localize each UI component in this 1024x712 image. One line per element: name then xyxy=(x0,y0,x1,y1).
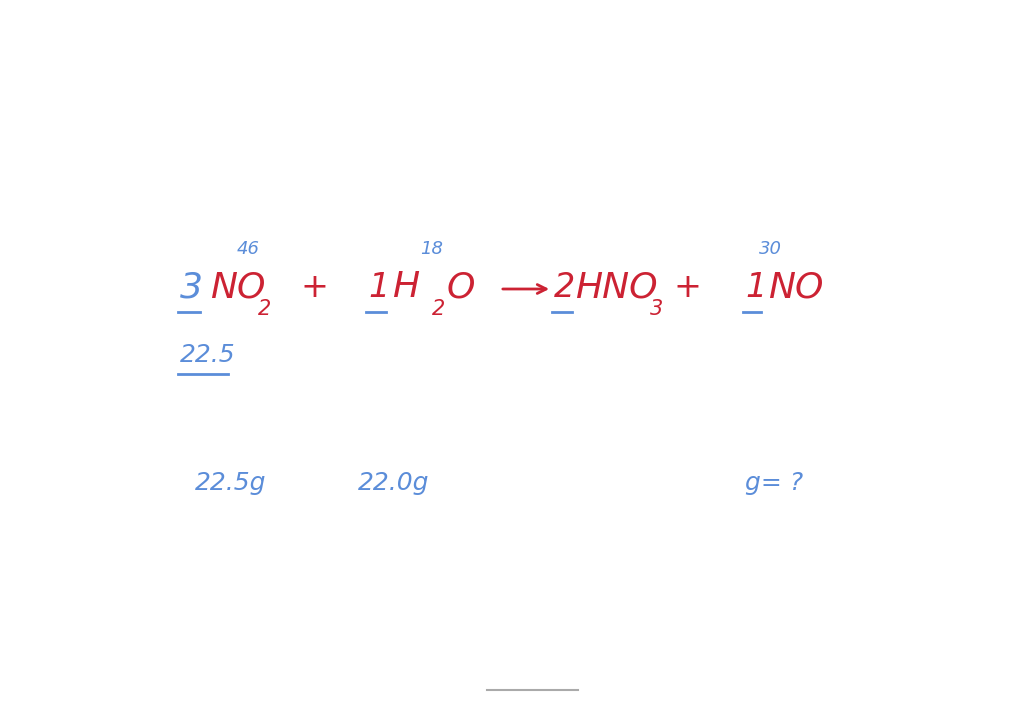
Text: 2: 2 xyxy=(258,299,271,319)
Text: 2: 2 xyxy=(432,299,445,319)
Text: 46: 46 xyxy=(237,240,259,258)
Text: 1: 1 xyxy=(368,271,389,304)
Text: H: H xyxy=(392,270,419,304)
Text: 18: 18 xyxy=(421,240,443,258)
Text: 22.5: 22.5 xyxy=(180,343,236,367)
Text: O: O xyxy=(447,270,475,304)
Text: 1: 1 xyxy=(745,271,766,304)
Text: HNO: HNO xyxy=(575,270,657,304)
Text: +: + xyxy=(673,271,701,304)
Text: 22.0g: 22.0g xyxy=(358,471,429,495)
Text: NO: NO xyxy=(210,270,265,304)
Text: 30: 30 xyxy=(759,240,781,258)
Text: g= ?: g= ? xyxy=(745,471,803,495)
Text: NO: NO xyxy=(768,270,823,304)
Text: +: + xyxy=(300,271,328,304)
Text: 3: 3 xyxy=(180,270,203,304)
Text: 3: 3 xyxy=(650,299,664,319)
Text: 22.5g: 22.5g xyxy=(195,471,266,495)
Text: 2: 2 xyxy=(554,271,575,304)
